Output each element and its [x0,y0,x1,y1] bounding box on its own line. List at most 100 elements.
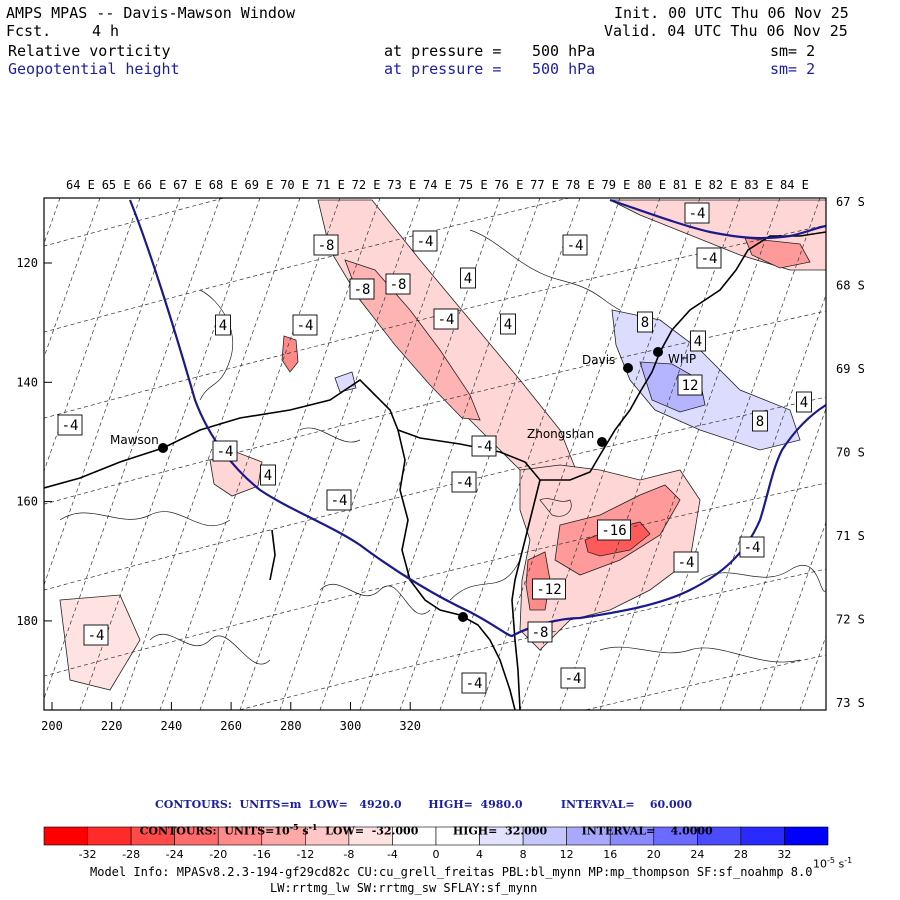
contour-label-box [673,551,699,573]
top-longitude-label: 66 E [137,178,166,192]
meridian-line [599,198,781,710]
vorticity-legend-exp: -5 [289,822,299,832]
init-time: Init. 00 UTC Thu 06 Nov 25 [614,4,849,22]
meridian-line [44,198,61,245]
left-tick-label: 120 [16,256,38,270]
contour-label-box [527,621,553,643]
top-longitude-label: 81 E [673,178,702,192]
field2-name: Geopotential height [8,60,180,78]
colorbar-swatch [740,826,785,846]
contour-label-box [690,330,706,352]
field1-smooth: sm= 2 [770,42,816,60]
inlet-marker [458,612,468,622]
contour-label: -4 [744,540,761,556]
colorbar-tick-label: -16 [253,848,271,861]
right-latitude-label: 72 S [836,613,865,627]
negative-vorticity-band [317,199,581,501]
plot-frame [43,197,827,711]
contour-label: -4 [438,312,455,328]
contour-label-box [471,435,497,457]
contour-label: 4 [694,334,702,350]
contour-label-box [461,672,487,694]
height-contour-4920 [128,199,826,638]
contour-label-box [212,440,238,462]
meridian-line [880,198,900,710]
mawson-marker [158,443,168,453]
contour-label: -16 [601,523,626,539]
contour-label: 4 [464,271,472,287]
contour-label: 8 [641,315,649,331]
right-latitude-label: 73 S [836,696,865,710]
left-tick-label: 140 [16,375,38,389]
top-longitude-label: 67 E [173,178,202,192]
vorticity-contours [59,229,826,665]
field1-level-label: at pressure = [384,42,502,60]
vorticity-legend-sexp: -1 [308,822,318,832]
vorticity-legend-rest: LOW= -32.000 HIGH= 32.000 INTERVAL= 4.00… [317,824,713,838]
valid-time: Valid. 04 UTC Thu 06 Nov 25 [604,22,848,40]
vorticity-legend-s: s [298,824,309,838]
bottom-tick-label: 200 [41,719,63,733]
contour-label-box [260,464,276,486]
vorticity-contour [299,427,361,443]
vorticity-contour [149,633,271,665]
contour-value-labels: -4 -4 -4 -4 -4 -4 -4 -4 -4 -4 -4 -4 -4 -4 -4 -4 4 4 4 4 4 4 -8… [57,202,812,694]
height-contour-legend: CONTOURS: UNITS=m LOW= 4920.0 HIGH= 4980… [155,798,692,811]
bottom-tick-label: 300 [340,719,362,733]
contour-label-box [412,230,438,252]
coastline-inlet [397,429,516,710]
contour-label: -4 [456,475,473,491]
colorbar-tick-label: 28 [734,848,748,861]
geopotential-height-contours [128,198,826,638]
whp-marker [653,347,663,357]
station-markers [158,347,663,622]
contour-label: -4 [678,555,695,571]
contour-label: 4 [504,317,512,333]
contour-label-box [532,578,566,600]
contour-label-box [752,410,768,432]
top-longitude-label: 68 E [209,178,238,192]
coastline-main [44,231,826,489]
contour-label: -4 [217,444,234,460]
colorbar-tick-label: 0 [433,848,440,861]
parallel-line [44,198,226,247]
bottom-tick-label: 260 [220,719,242,733]
negative-vorticity-north-core [744,237,811,269]
contour-label-box [349,278,375,300]
vorticity-contour [469,229,621,311]
colorbar-tick-label: -8 [343,848,354,861]
contour-label: -8 [532,625,549,641]
parallel-line [44,310,826,505]
contour-label: -8 [354,282,371,298]
forecast-value: 4 h [92,22,120,40]
parallel-line [44,482,826,677]
contour-label: -4 [417,234,434,250]
contour-label-box [451,471,477,493]
contour-label-box [292,314,318,336]
colorbar-tick-label: 8 [520,848,527,861]
top-longitude-label: 80 E [637,178,666,192]
colorbar-tick-label: -32 [79,848,97,861]
colorbar-tick-label: -28 [122,848,140,861]
right-latitude-label: 67 S [836,195,865,209]
colorbar-swatch [87,826,132,846]
colorbar-tick-label: 20 [647,848,661,861]
vorticity-contour [199,289,233,401]
colorbar-tick-label: -24 [166,848,184,861]
right-latitude-label: 68 S [836,279,865,293]
contour-label: -4 [297,318,314,334]
colorbar-tick-label: 24 [690,848,704,861]
colorbar-tick-label: -20 [209,848,227,861]
contour-label: -4 [476,439,493,455]
top-longitude-label: 75 E [459,178,488,192]
top-longitude-label: 70 E [280,178,309,192]
colorbar-tick-label: -12 [296,848,314,861]
contour-label: 4 [264,468,272,484]
model-info-line2: LW:rrtmg_lw SW:rrtmg_sw SFLAY:sf_mynn [270,881,538,895]
meridian-line [559,198,741,710]
top-longitude-label: 69 E [245,178,274,192]
contour-label-box [460,267,476,289]
colorbar-tick-label: -4 [387,848,398,861]
top-longitude-label: 79 E [602,178,631,192]
